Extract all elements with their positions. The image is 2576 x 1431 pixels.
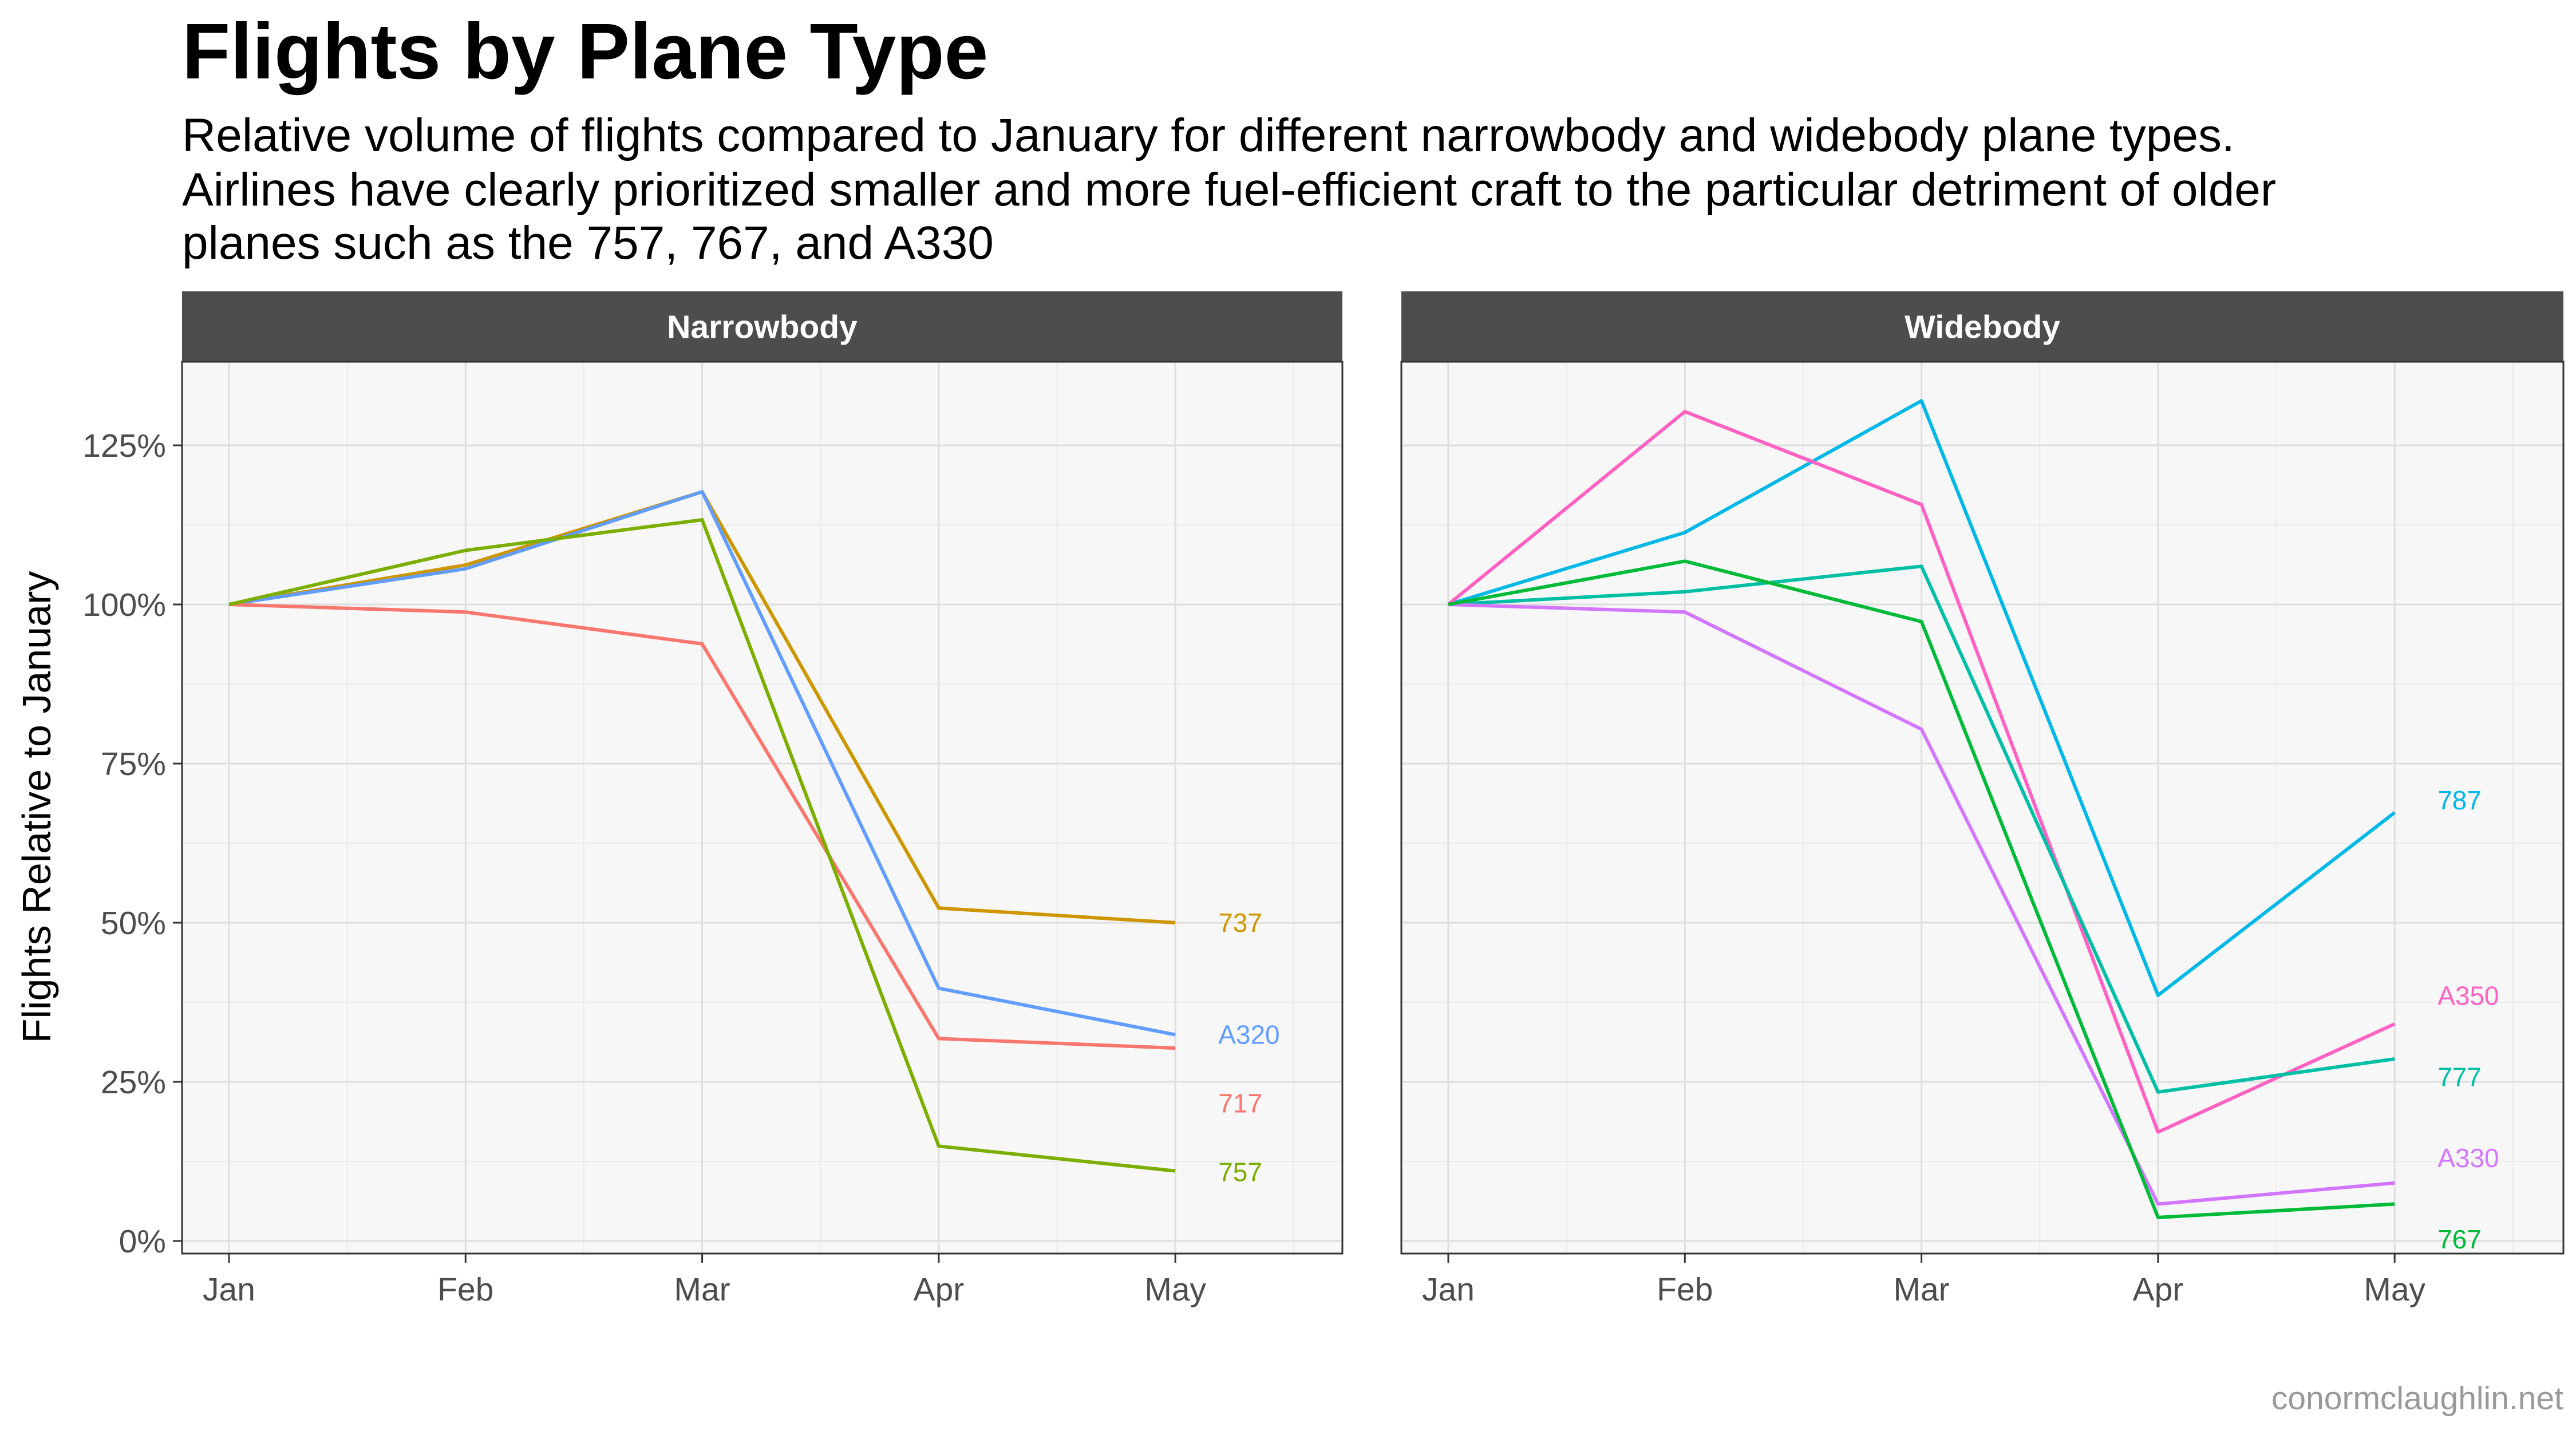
x-tick-label: Jan [203, 1271, 255, 1308]
series-end-label: 787 [2437, 785, 2482, 815]
chart-title: Flights by Plane Type [182, 7, 988, 96]
y-tick-label: 100% [82, 587, 166, 623]
series-end-label: 777 [2437, 1062, 2482, 1092]
x-tick-label: Mar [1894, 1271, 1950, 1308]
y-tick-label: 75% [101, 746, 166, 782]
series-end-label: A330 [2437, 1143, 2499, 1173]
series-end-label: 757 [1218, 1157, 1262, 1187]
chart-subtitle-line-3: planes such as the 757, 767, and A330 [182, 217, 994, 269]
panel-border [1400, 361, 2565, 1255]
series-line-717 [228, 603, 1176, 1050]
panel-narrowbody: Narrowbody 737 A320 717 757 Jan Feb Mar Apr May [181, 291, 1344, 1308]
x-tick-label: Apr [914, 1271, 965, 1308]
y-tick-label: 25% [101, 1064, 166, 1101]
series-line-787 [1448, 399, 2396, 997]
plot-background [182, 362, 1342, 1254]
series-line-757 [228, 518, 1176, 1173]
plot-background [1401, 362, 2563, 1254]
x-tick-label: Jan [1422, 1271, 1475, 1308]
y-axis-title: Flights Relative to January [14, 571, 59, 1043]
y-tick-label: 0% [119, 1223, 166, 1260]
panels: 0% 25% 50% 75% 100% 125% Narrowbody 737 A320 717 7… [82, 291, 2565, 1308]
caption: conormclaughlin.net [2271, 1380, 2563, 1417]
y-tick-label: 50% [101, 905, 166, 942]
x-tick-label: May [2364, 1271, 2425, 1308]
series-end-label: 767 [2437, 1224, 2482, 1254]
series-end-label: A320 [1218, 1020, 1279, 1050]
series-end-label: 737 [1218, 908, 1262, 938]
series-line-777 [1448, 564, 2395, 1094]
series-line-a320 [228, 490, 1176, 1037]
facet-strip-label: Narrowbody [667, 309, 858, 346]
x-tick-label: Feb [1657, 1271, 1713, 1308]
facet-strip-label: Widebody [1905, 309, 2060, 346]
series-end-label: 717 [1218, 1089, 1262, 1118]
x-tick-label: Apr [2133, 1271, 2184, 1308]
series-end-label: A350 [2437, 981, 2499, 1011]
x-tick-label: Feb [437, 1271, 493, 1308]
x-tick-label: Mar [674, 1271, 730, 1308]
series-line-a350 [1447, 410, 2396, 1134]
facet-strip [1401, 291, 2563, 362]
chart-subtitle-line-2: Airlines have clearly prioritized smalle… [182, 164, 2276, 216]
series-line-767 [1448, 559, 2395, 1219]
y-tick-label: 125% [82, 428, 166, 464]
x-tick-label: May [1144, 1271, 1206, 1308]
chart-subtitle-line-1: Relative volume of flights compared to J… [182, 109, 2235, 161]
facet-strip [182, 291, 1342, 362]
series-line-a330 [1448, 603, 2395, 1206]
panel-widebody: Widebody 787 A350 777 A330 767 Jan Feb Mar Apr May [1400, 291, 2565, 1308]
panel-border [181, 361, 1344, 1255]
